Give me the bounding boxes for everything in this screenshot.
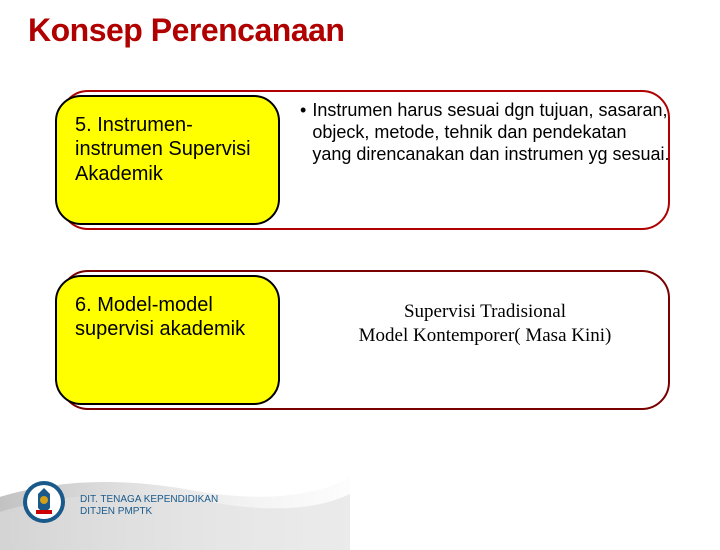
card-2-badge: 6. Model-model supervisi akademik (55, 275, 280, 405)
card-1-content-text: Instrumen harus sesuai dgn tujuan, sasar… (312, 100, 670, 166)
card-1-badge-text: 5. Instrumen-instrumen Supervisi Akademi… (75, 113, 260, 186)
card-2-badge-text: 6. Model-model supervisi akademik (75, 293, 260, 342)
bullet-icon: • (300, 100, 306, 166)
card-2-content: Supervisi Tradisional Model Kontemporer(… (300, 300, 670, 349)
footer-text: DIT. TENAGA KEPENDIDIKAN DITJEN PMPTK (80, 494, 218, 518)
card-1-badge: 5. Instrumen-instrumen Supervisi Akademi… (55, 95, 280, 225)
card-2-line-2: Model Kontemporer( Masa Kini) (300, 324, 670, 348)
footer-line-1: DIT. TENAGA KEPENDIDIKAN (80, 494, 218, 506)
logo-icon (22, 480, 66, 524)
card-1-content: • Instrumen harus sesuai dgn tujuan, sas… (300, 100, 670, 166)
footer-line-2: DITJEN PMPTK (80, 506, 218, 518)
card-2-line-1: Supervisi Tradisional (300, 300, 670, 324)
page-title: Konsep Perencanaan (28, 12, 344, 49)
